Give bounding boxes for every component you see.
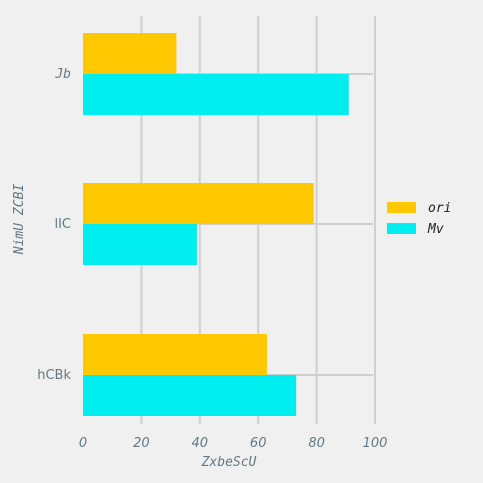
legend: ori Mv xyxy=(387,201,451,237)
legend-swatch-ori xyxy=(387,202,416,213)
y-tick-label: Jb xyxy=(54,67,71,82)
x-tick-label: 40 xyxy=(192,436,209,451)
bar-ori-lIC xyxy=(83,183,314,224)
bars xyxy=(83,33,349,416)
x-tick-label: 20 xyxy=(133,436,150,451)
bar-Mv-hCBk xyxy=(83,375,297,416)
legend-label-Mv: Mv xyxy=(427,222,444,237)
y-tick-labels: Jb lIC hCBk xyxy=(37,67,71,383)
x-tick-label: 0 xyxy=(79,436,87,451)
bar-ori-hCBk xyxy=(83,334,267,375)
legend-label-ori: ori xyxy=(428,201,451,216)
legend-swatch-Mv xyxy=(387,223,416,234)
y-axis-label: NimU ZCBI xyxy=(12,184,27,256)
bar-Mv-lIC xyxy=(83,224,197,265)
x-tick-labels: 0 20 40 60 80 100 xyxy=(79,436,388,451)
bar-Mv-Jb xyxy=(83,74,349,115)
bar-ori-Jb xyxy=(83,33,177,74)
x-tick-label: 80 xyxy=(308,436,325,451)
x-axis-label: ZxbeScU xyxy=(201,455,257,470)
x-tick-label: 100 xyxy=(363,436,388,451)
y-tick-label: lIC xyxy=(54,217,71,232)
x-tick-label: 60 xyxy=(250,436,267,451)
y-tick-label: hCBk xyxy=(37,368,71,383)
